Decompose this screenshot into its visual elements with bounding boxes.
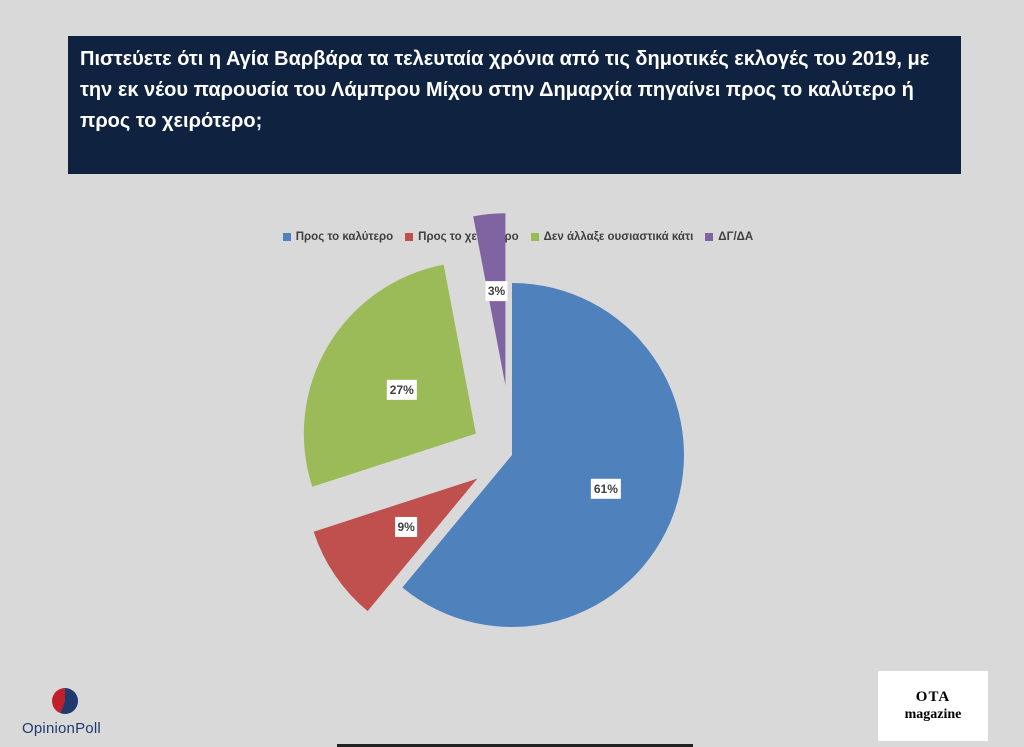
legend-swatch-3 xyxy=(705,233,714,241)
svg-text:9%: 9% xyxy=(397,520,415,534)
bottom-divider xyxy=(337,744,693,747)
pie-slice-1 xyxy=(313,478,478,612)
svg-text:3%: 3% xyxy=(488,284,506,298)
legend-item-3: ΔΓ/ΔΑ xyxy=(705,231,753,243)
opinionpoll-logo: OpinionPoll xyxy=(22,684,122,742)
opinionpoll-logo-icon xyxy=(52,688,78,714)
legend-swatch-2 xyxy=(530,233,539,241)
data-label-2: 27% xyxy=(386,379,417,400)
legend-swatch-0 xyxy=(282,233,291,241)
ota-logo-line2: magazine xyxy=(904,707,962,722)
pie-slice-0 xyxy=(402,283,684,627)
chart-title: Πιστεύετε ότι η Αγία Βαρβάρα τα τελευταί… xyxy=(80,48,930,132)
legend-label-0: Προς το καλύτερο xyxy=(295,231,394,243)
opinionpoll-logo-text: OpinionPoll xyxy=(22,720,101,737)
ota-logo-line1: OTA xyxy=(915,689,951,705)
legend-label-2: Δεν άλλαξε ουσιαστικά κάτι xyxy=(543,231,694,243)
data-label-3: 3% xyxy=(485,281,508,302)
data-label-0: 61% xyxy=(590,478,621,499)
legend-swatch-1 xyxy=(405,233,414,241)
legend-item-0: Προς το καλύτερο xyxy=(282,231,394,243)
legend-label-3: ΔΓ/ΔΑ xyxy=(718,231,754,243)
pie-slice-2 xyxy=(303,264,476,487)
question-banner: Πιστεύετε ότι η Αγία Βαρβάρα τα τελευταί… xyxy=(68,36,961,174)
svg-text:27%: 27% xyxy=(390,383,414,397)
svg-text:61%: 61% xyxy=(594,482,618,496)
ota-magazine-logo: OTA magazine xyxy=(878,671,988,741)
data-label-1: 9% xyxy=(395,516,418,537)
legend-item-2: Δεν άλλαξε ουσιαστικά κάτι xyxy=(530,231,694,243)
